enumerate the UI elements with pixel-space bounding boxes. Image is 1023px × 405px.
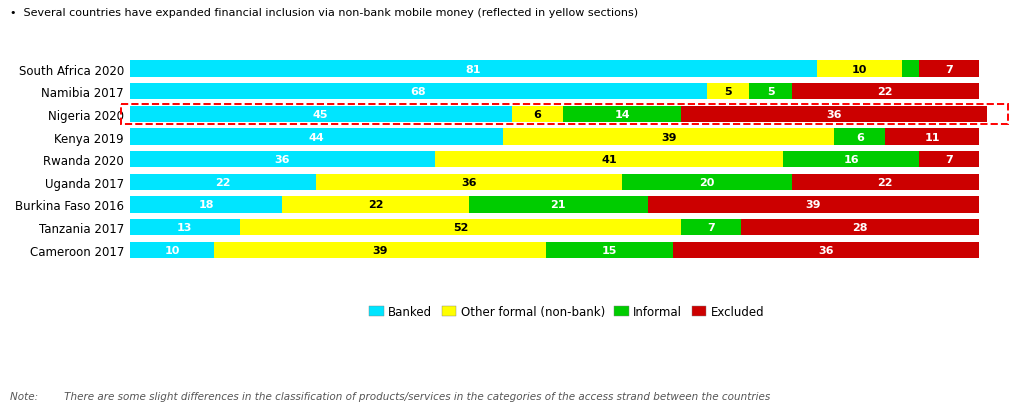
Bar xyxy=(920,61,979,77)
Text: 22: 22 xyxy=(215,177,231,188)
Text: 7: 7 xyxy=(707,222,715,232)
Bar xyxy=(707,84,750,100)
Bar xyxy=(817,61,902,77)
Bar xyxy=(512,107,563,123)
Text: 14: 14 xyxy=(614,110,630,119)
Bar xyxy=(784,151,920,168)
Bar xyxy=(130,107,512,123)
Text: 41: 41 xyxy=(602,155,617,165)
Bar xyxy=(563,107,681,123)
Text: 22: 22 xyxy=(368,200,384,210)
Text: 5: 5 xyxy=(767,87,774,97)
Text: 15: 15 xyxy=(602,245,617,255)
Bar xyxy=(130,197,282,213)
Bar xyxy=(902,61,920,77)
Text: 10: 10 xyxy=(852,64,868,75)
Bar xyxy=(130,242,215,258)
Text: Note:        There are some slight differences in the classification of products: Note: There are some slight differences … xyxy=(10,391,770,401)
Bar xyxy=(792,84,979,100)
Text: 39: 39 xyxy=(372,245,388,255)
Bar xyxy=(741,220,979,236)
Bar xyxy=(130,84,707,100)
Bar xyxy=(316,174,622,190)
Text: 6: 6 xyxy=(856,132,863,142)
Text: 36: 36 xyxy=(461,177,477,188)
Bar xyxy=(282,197,470,213)
Bar xyxy=(545,242,673,258)
Text: •  Several countries have expanded financial inclusion via non-bank mobile money: • Several countries have expanded financ… xyxy=(10,8,638,18)
Text: 22: 22 xyxy=(878,87,893,97)
Text: 36: 36 xyxy=(827,110,842,119)
Text: 28: 28 xyxy=(852,222,868,232)
Bar xyxy=(215,242,545,258)
Bar xyxy=(130,174,316,190)
Bar xyxy=(503,129,835,145)
Text: 45: 45 xyxy=(313,110,328,119)
Text: 81: 81 xyxy=(465,64,481,75)
Bar xyxy=(792,174,979,190)
Text: 18: 18 xyxy=(198,200,214,210)
Bar xyxy=(470,197,648,213)
Bar xyxy=(130,151,435,168)
Text: 20: 20 xyxy=(700,177,715,188)
Bar xyxy=(673,242,979,258)
Bar xyxy=(835,129,885,145)
Bar xyxy=(885,129,979,145)
Text: 11: 11 xyxy=(924,132,940,142)
Text: 36: 36 xyxy=(818,245,834,255)
Bar xyxy=(435,151,784,168)
Text: 44: 44 xyxy=(309,132,324,142)
Text: 52: 52 xyxy=(453,222,469,232)
Legend: Banked, Other formal (non-bank), Informal, Excluded: Banked, Other formal (non-bank), Informa… xyxy=(364,301,769,323)
Bar xyxy=(681,107,987,123)
Bar xyxy=(648,197,979,213)
Text: 21: 21 xyxy=(550,200,566,210)
Text: 10: 10 xyxy=(165,245,180,255)
Bar xyxy=(622,174,792,190)
Bar xyxy=(681,220,741,236)
Text: 16: 16 xyxy=(844,155,859,165)
Bar xyxy=(750,84,792,100)
Text: 13: 13 xyxy=(177,222,192,232)
Bar xyxy=(920,151,979,168)
Bar xyxy=(240,220,681,236)
Text: 22: 22 xyxy=(878,177,893,188)
Bar xyxy=(130,220,240,236)
Text: 7: 7 xyxy=(945,64,952,75)
Text: 39: 39 xyxy=(805,200,820,210)
Bar xyxy=(130,61,817,77)
Text: 7: 7 xyxy=(945,155,952,165)
Bar xyxy=(130,129,503,145)
Text: 39: 39 xyxy=(661,132,676,142)
Text: 36: 36 xyxy=(274,155,291,165)
Text: 6: 6 xyxy=(533,110,541,119)
Text: 5: 5 xyxy=(724,87,732,97)
Text: 68: 68 xyxy=(410,87,426,97)
